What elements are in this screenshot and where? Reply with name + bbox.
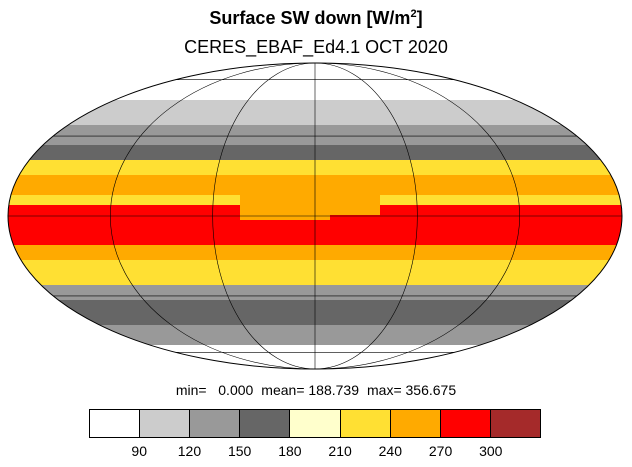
colorbar-swatch [140, 410, 191, 437]
colorbar-swatch [240, 410, 291, 437]
globe-outline [7, 62, 623, 370]
map-title: Surface SW down [W/m2] [0, 8, 632, 29]
stat-mean: mean= 188.739 [261, 382, 359, 398]
colorbar [89, 409, 541, 438]
colorbar-swatch [340, 410, 391, 437]
band-north-orange [8, 175, 622, 195]
band-south-grey-2 [8, 325, 622, 345]
colorbar-swatch [440, 410, 491, 437]
colorbar-tick-label: 90 [131, 443, 148, 459]
polar-white-south [8, 345, 622, 369]
colorbar-tick-label: 300 [479, 443, 503, 459]
colorbar-swatch [90, 410, 141, 437]
colorbar-tick-label: 270 [428, 443, 453, 459]
title-superscript: 2 [410, 8, 417, 20]
colorbar-swatch [290, 410, 341, 437]
colorbar-tick-label: 240 [378, 443, 403, 459]
stat-max: max= 356.675 [367, 382, 457, 398]
colorbar-tick-label: 180 [278, 443, 302, 459]
map-subtitle: CERES_EBAF_Ed4.1 OCT 2020 [184, 37, 448, 57]
colorbar-tick-label: 210 [328, 443, 352, 459]
map-field [8, 63, 622, 369]
colorbar-swatch [390, 410, 441, 437]
title-text: Surface SW down [W/m [209, 8, 411, 28]
statistics-line: min= 0.000 mean= 188.739 max= 356.675 [0, 382, 632, 398]
colorbar-swatch [490, 410, 540, 437]
colorbar-tick-label: 150 [227, 443, 252, 459]
stat-min: min= 0.000 [175, 382, 254, 398]
colorbar-swatch [190, 410, 241, 437]
title-close: ] [416, 8, 423, 28]
colorbar-tick-label: 120 [177, 443, 202, 459]
band-south-yellow [8, 260, 622, 285]
